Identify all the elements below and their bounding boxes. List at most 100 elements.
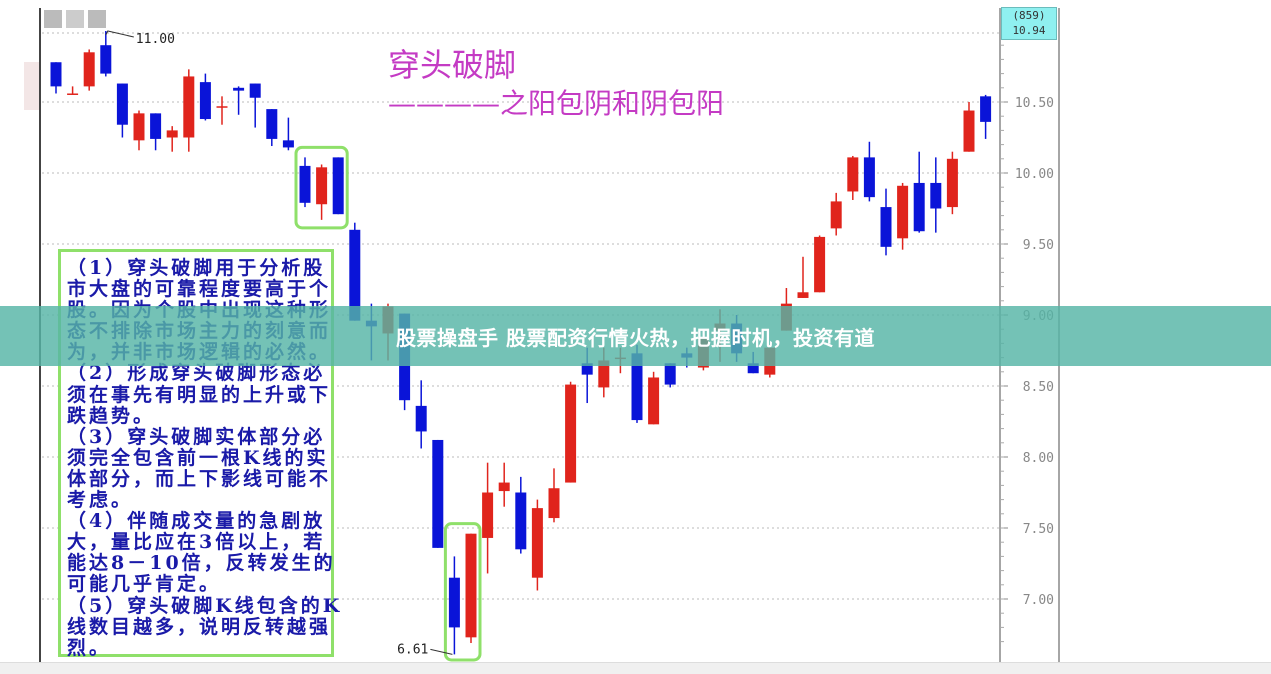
candle-body <box>897 185 909 239</box>
y-tick-label: 8.50 <box>1023 380 1054 395</box>
annotation-leader <box>105 30 134 38</box>
candle <box>548 468 560 523</box>
candle-body <box>100 45 112 74</box>
note-line: 须在事先有明显的上升或下 <box>67 383 332 406</box>
candle-body <box>116 83 128 125</box>
candle-body <box>199 82 211 120</box>
chart-title: 穿头破脚 <box>388 46 517 84</box>
candle <box>349 222 361 321</box>
candle-body <box>648 377 660 425</box>
note-line: （4）伴随成交量的急剧放 <box>67 510 326 533</box>
candle-body <box>349 229 361 321</box>
candle-body <box>930 182 942 209</box>
candle-body <box>946 158 958 208</box>
note-line: 能达8－10倍，反转发生的 <box>67 552 336 575</box>
candle-body <box>980 96 992 122</box>
candle <box>847 155 859 200</box>
candle-body <box>282 140 294 148</box>
candle <box>282 117 294 151</box>
candle <box>266 109 278 147</box>
candle-body <box>847 157 859 192</box>
candle <box>233 86 245 115</box>
candle-body <box>581 363 593 375</box>
candle-body <box>150 113 162 139</box>
candle-body <box>266 109 278 139</box>
candle <box>249 83 261 128</box>
note-line: （2）形成穿头破脚形态必 <box>67 362 326 385</box>
watermark-block <box>44 10 62 28</box>
candle <box>797 256 809 298</box>
current-price-box: (859) 10.94 <box>1001 7 1057 40</box>
candle <box>515 476 527 554</box>
candle-body <box>863 157 875 198</box>
candle-body <box>664 363 676 385</box>
candle <box>565 381 577 483</box>
candle-body <box>565 384 577 483</box>
note-line: （5）穿头破脚K线包含的K <box>67 594 343 617</box>
candle-body <box>515 492 527 550</box>
candle <box>880 188 892 256</box>
note-line: 烈。 <box>67 636 112 659</box>
candle <box>863 141 875 202</box>
candle-body <box>498 482 510 492</box>
candle <box>150 113 162 151</box>
note-line: 市大盘的可靠程度要高于个 <box>67 278 332 301</box>
y-tick-label: 7.50 <box>1023 522 1054 537</box>
candle-body <box>448 577 460 628</box>
note-line: 可能几乎肯定。 <box>67 573 222 596</box>
candle <box>963 102 975 152</box>
overlay-banner[interactable]: 股票操盘手 股票配资行情火热，把握时机，投资有道 <box>0 306 1271 366</box>
candle <box>648 371 660 425</box>
price-box-value: 10.94 <box>1012 24 1046 37</box>
note-line: 大，量比应在3倍以上，若 <box>67 531 326 554</box>
candle-body <box>814 236 826 293</box>
candle-body <box>482 492 494 538</box>
candle <box>814 235 826 293</box>
candle-body <box>797 292 809 298</box>
candle <box>133 110 145 151</box>
candle <box>183 69 195 152</box>
candle <box>531 499 543 591</box>
watermark-block <box>66 10 84 28</box>
y-tick-label: 10.50 <box>1015 96 1054 111</box>
candle <box>50 62 62 94</box>
candle-body <box>432 439 444 548</box>
note-line: 跌趋势。 <box>67 404 156 427</box>
candle <box>432 439 444 548</box>
candle <box>830 192 842 236</box>
candle <box>946 151 958 215</box>
candle <box>299 157 311 208</box>
candle-body <box>83 52 95 87</box>
candle-body <box>133 113 145 141</box>
note-line: （3）穿头破脚实体部分必 <box>67 425 326 448</box>
candle-body <box>166 130 178 138</box>
candle <box>930 157 942 233</box>
y-tick-label: 8.00 <box>1023 451 1054 466</box>
note-line: 线数目越多，说明反转越强 <box>67 615 332 638</box>
candle <box>897 182 909 250</box>
candle-body <box>531 508 543 578</box>
candle <box>415 380 427 449</box>
banner-text: 股票操盘手 股票配资行情火热，把握时机，投资有道 <box>396 325 875 350</box>
candle-body <box>465 533 477 638</box>
candle <box>116 83 128 138</box>
y-tick-label: 10.00 <box>1015 167 1054 182</box>
note-line: 体部分，而上下影线可能不 <box>67 467 332 490</box>
candle-body <box>332 157 344 215</box>
candle-body <box>830 201 842 229</box>
y-tick-label: 7.00 <box>1023 593 1054 608</box>
candle <box>67 86 79 95</box>
candle <box>332 157 344 215</box>
candle-body <box>183 76 195 138</box>
footer-bar <box>0 662 1271 674</box>
price-box-code: (859) <box>1012 9 1046 22</box>
candle <box>83 49 95 91</box>
candle <box>465 533 477 644</box>
candle <box>166 126 178 152</box>
note-line: 须完全包含前一根K线的实 <box>67 446 329 469</box>
watermark-block <box>88 10 106 28</box>
candle-body <box>631 353 643 421</box>
annotation-leader <box>430 648 453 655</box>
y-tick-label: 9.50 <box>1023 238 1054 253</box>
candle-body <box>316 167 328 205</box>
